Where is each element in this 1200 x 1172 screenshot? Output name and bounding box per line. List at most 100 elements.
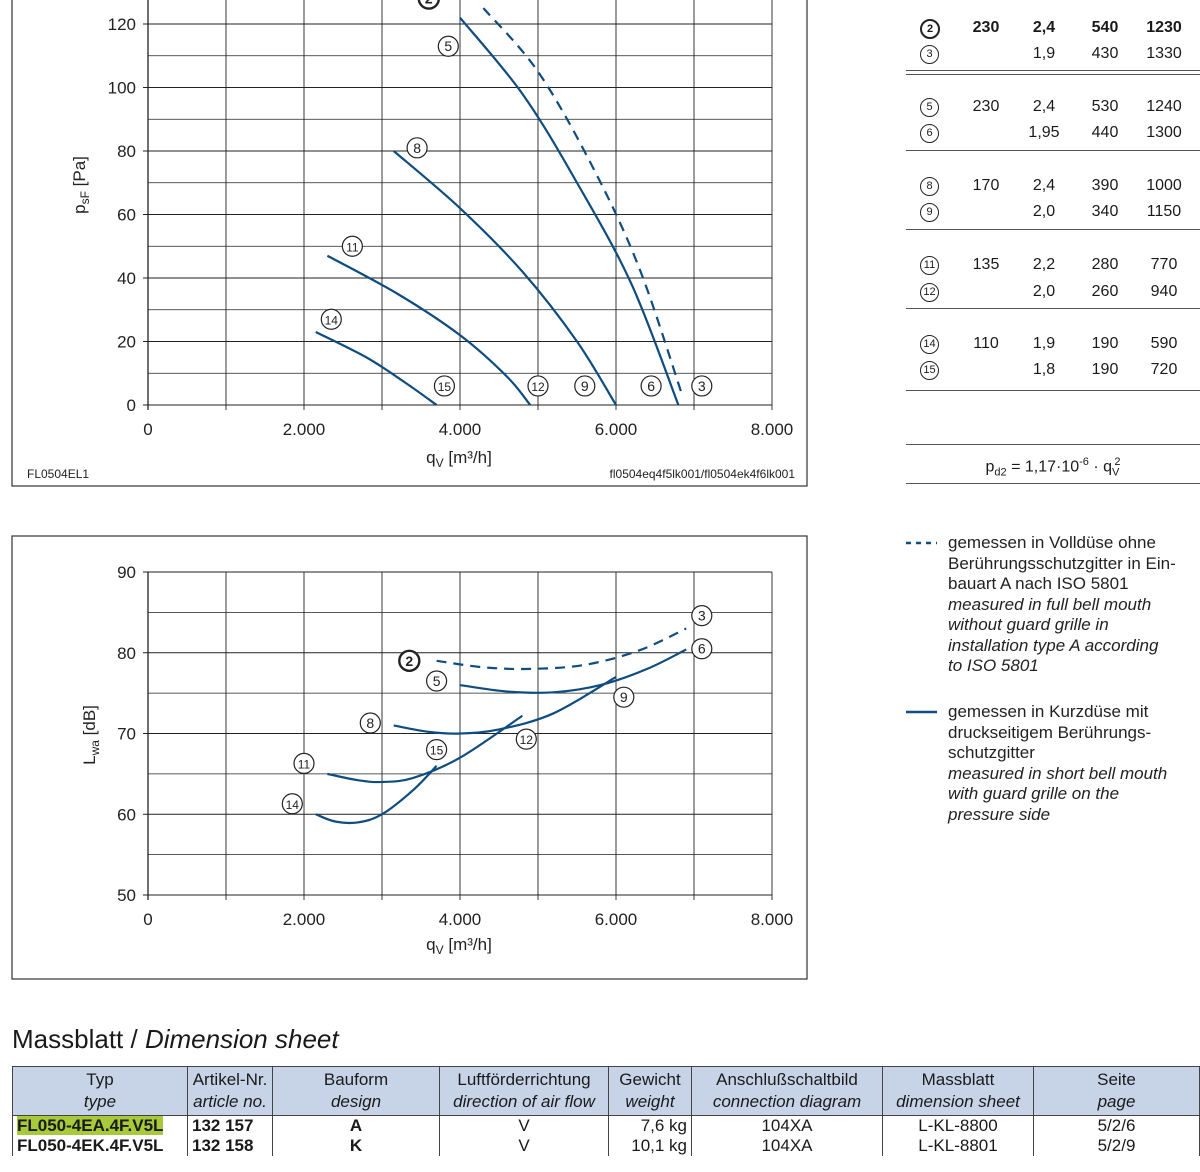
- legend-solid-de-3: schutzgitter: [948, 743, 1035, 762]
- current: 2,0: [1032, 283, 1056, 300]
- curve-14: [315, 330, 438, 406]
- svg-text:14: 14: [325, 313, 339, 327]
- svg-text:2: 2: [425, 0, 433, 7]
- col-sheet: Massblatt dimension sheet: [882, 1066, 1034, 1116]
- curve-8: [392, 150, 617, 406]
- power: 260: [1091, 283, 1119, 300]
- current: 2,4: [1032, 19, 1056, 36]
- legend-solid-en-2: with guard grille on the: [948, 784, 1120, 803]
- svg-text:15: 15: [430, 744, 444, 758]
- dimension-table-header: Typ type Artikel-Nr. article no. Bauform de…: [12, 1066, 1200, 1116]
- curve-label-11: 11: [341, 235, 363, 257]
- cell-diagram: 104XA: [691, 1136, 883, 1156]
- x-tick-label: 4.000: [439, 420, 482, 439]
- x-tick-label: 6.000: [595, 420, 638, 439]
- cell-type[interactable]: FL050-4EK.4F.V5L: [12, 1136, 188, 1156]
- voltage: 170: [972, 177, 1000, 194]
- voltage: 110: [973, 335, 999, 352]
- svg-text:8: 8: [366, 715, 374, 731]
- speed: 1240: [1146, 98, 1182, 115]
- table-row: FL050-4EA.4F.V5L 132 157 A V 7,6 kg 104X…: [12, 1115, 1200, 1136]
- svg-text:12: 12: [531, 380, 545, 394]
- table-separator: [906, 390, 1200, 391]
- svg-text:12: 12: [520, 733, 534, 747]
- table-separator: [906, 444, 1200, 445]
- curve-label-9: 9: [574, 375, 596, 397]
- operating-point-row: 5 230 2,4 530 1240: [906, 98, 1200, 124]
- curve-5: [459, 648, 687, 694]
- sound-y-axis-label: Lwa [dB]: [80, 705, 102, 765]
- operating-point-row: 14 110 1,9 190 590: [906, 335, 1200, 361]
- x-tick-label: 6.000: [595, 910, 638, 929]
- power: 190: [1091, 361, 1119, 378]
- curve-label-12: 12: [515, 728, 537, 750]
- cell-type[interactable]: FL050-4EA.4F.V5L: [12, 1115, 188, 1136]
- cell-sheet: L-KL-8800: [882, 1115, 1034, 1136]
- power: 540: [1091, 19, 1119, 36]
- current: 1,9: [1032, 45, 1056, 62]
- cell-weight: 10,1 kg: [608, 1136, 692, 1156]
- power: 390: [1091, 177, 1119, 194]
- col-diagram: Anschlußschaltbild connection diagram: [691, 1066, 883, 1116]
- legend-dashed-de-2: Berührungsschutzgitter in Ein-: [948, 553, 1176, 573]
- speed: 770: [1150, 256, 1178, 273]
- cell-diagram: 104XA: [691, 1115, 883, 1136]
- cell-page: 5/2/6: [1033, 1115, 1200, 1136]
- curve-label-5: 5: [426, 670, 448, 692]
- power: 430: [1091, 45, 1119, 62]
- y-tick-label: 20: [117, 333, 136, 352]
- svg-text:14: 14: [286, 798, 300, 812]
- col-weight: Gewicht weight: [608, 1066, 692, 1116]
- curve-label-3: 3: [691, 605, 713, 627]
- y-tick-label: 120: [108, 15, 136, 34]
- svg-text:2: 2: [405, 653, 413, 669]
- pressure-chart-frame: [11, 0, 808, 487]
- y-tick-label: 70: [117, 725, 136, 744]
- col-page: Seite page: [1033, 1066, 1200, 1116]
- sound-x-axis-label: qV [m³/h]: [426, 935, 492, 957]
- x-tick-label: 2.000: [283, 910, 326, 929]
- operating-point-row: 12 2,0 260 940: [906, 283, 1200, 309]
- curve-label-12: 12: [527, 375, 549, 397]
- speed: 1230: [1146, 19, 1182, 36]
- operating-point-row: 11 135 2,2 280 770: [906, 256, 1200, 282]
- speed: 940: [1150, 283, 1178, 300]
- y-tick-label: 100: [108, 79, 136, 98]
- power: 530: [1091, 98, 1119, 115]
- y-tick-label: 90: [117, 563, 136, 582]
- table-row: FL050-4EK.4F.V5L 132 158 K V 10,1 kg 104…: [12, 1136, 1200, 1156]
- table-separator: [906, 483, 1200, 484]
- current: 1,8: [1032, 361, 1056, 378]
- curve-14: [315, 765, 438, 825]
- current: 1,9: [1032, 335, 1056, 352]
- voltage: 230: [972, 19, 1000, 36]
- solid-line-sample: [906, 710, 937, 714]
- col-type: Typ type: [12, 1066, 188, 1116]
- legend-dashed-en-3: installation type A according: [948, 635, 1159, 655]
- legend-dashed-en-2: without guard grille in: [948, 615, 1109, 634]
- pressure-y-axis-label: psF [Pa]: [70, 156, 92, 214]
- y-tick-label: 0: [127, 396, 136, 415]
- y-tick-label: 40: [117, 269, 136, 288]
- speed: 590: [1150, 335, 1178, 352]
- x-tick-label: 4.000: [439, 910, 482, 929]
- power: 280: [1091, 256, 1119, 273]
- col-article: Artikel-Nr. article no.: [187, 1066, 273, 1116]
- operating-data-table: 2 230 2,4 540 1230 3 1,9 430 1330 5 230 2,4 530 1240 6…: [906, 0, 1200, 490]
- curve-label-8: 8: [406, 137, 428, 159]
- pressure-footer-right: fl0504eq4f5lk001/fl0504ek4f6lk001: [610, 467, 796, 481]
- svg-text:3: 3: [698, 378, 706, 394]
- curve-8: [393, 676, 617, 735]
- legend-solid-de-2: druckseitigem Berührungs-: [948, 722, 1152, 742]
- dashed-line-sample: [906, 541, 937, 545]
- legend-solid-de-1: gemessen in Kurzdüse mit: [948, 702, 1149, 721]
- curve-label-11: 11: [293, 752, 315, 774]
- current: 2,4: [1032, 177, 1056, 194]
- svg-text:15: 15: [438, 380, 452, 394]
- cell-sheet: L-KL-8801: [882, 1136, 1034, 1156]
- x-tick-label: 2.000: [283, 420, 326, 439]
- operating-point-row: 8 170 2,4 390 1000: [906, 177, 1200, 203]
- table-separator: [906, 70, 1200, 71]
- curve-2: [482, 7, 684, 396]
- power: 340: [1091, 203, 1119, 220]
